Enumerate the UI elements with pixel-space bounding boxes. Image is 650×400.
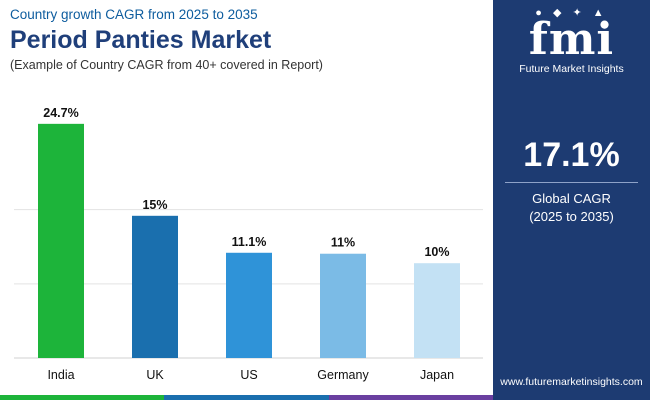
fmi-logo: ● ◆ ✦ ▲ fmi Future Market Insights <box>493 6 650 75</box>
bar-us <box>226 252 272 358</box>
chart-subtitle: Country growth CAGR from 2025 to 2035 <box>10 7 258 22</box>
bar-india <box>38 123 84 359</box>
x-tick-label: UK <box>146 368 164 382</box>
bar-japan <box>414 263 460 358</box>
x-tick-label: US <box>240 368 257 382</box>
cagr-label-line1: Global CAGR <box>532 191 611 206</box>
data-label: 10% <box>424 245 449 259</box>
chart-note: (Example of Country CAGR from 40+ covere… <box>10 58 323 72</box>
data-label: 24.7% <box>43 106 78 120</box>
accent-segment <box>328 395 493 400</box>
divider <box>505 182 638 183</box>
data-label: 11% <box>331 236 355 250</box>
data-label: 11.1% <box>232 235 267 249</box>
bottom-accent-bar <box>0 395 493 400</box>
data-label: 15% <box>142 198 167 212</box>
accent-segment <box>0 395 165 400</box>
sidebar-panel: ● ◆ ✦ ▲ fmi Future Market Insights 17.1%… <box>493 0 650 400</box>
global-cagr-value: 17.1% <box>523 136 620 174</box>
chart-title: Period Panties Market <box>10 26 272 54</box>
bar-uk <box>132 215 178 358</box>
logo-tagline: Future Market Insights <box>519 63 624 75</box>
x-tick-label: Germany <box>317 368 369 382</box>
chart-header: Country growth CAGR from 2025 to 2035 Pe… <box>10 6 480 74</box>
logo-icons: ● ◆ ✦ ▲ <box>535 7 608 19</box>
bar-chart: 24.7% 15% 11.1% 11% 10% India UK US Germany Japa… <box>14 106 483 382</box>
bar-germany <box>320 253 366 358</box>
x-tick-label: India <box>47 368 74 382</box>
website-link[interactable]: www.futuremarketinsights.com <box>500 376 643 388</box>
cagr-label-line2: (2025 to 2035) <box>529 209 614 224</box>
accent-segment <box>164 395 329 400</box>
global-cagr-label: Global CAGR (2025 to 2035) <box>493 190 650 226</box>
logo-wordmark: fmi <box>528 14 615 65</box>
x-tick-label: Japan <box>420 368 454 382</box>
